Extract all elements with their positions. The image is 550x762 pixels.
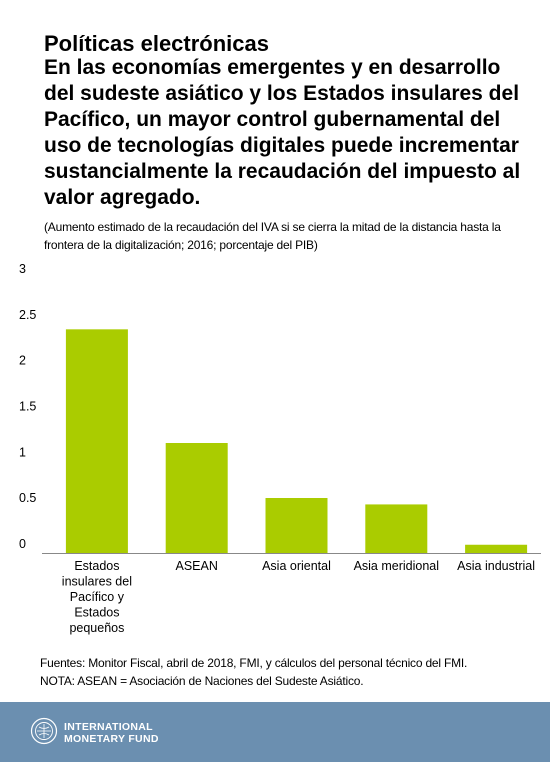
- chart-title: Políticas electrónicas: [44, 31, 269, 56]
- x-category-label: Asia oriental: [262, 559, 331, 573]
- y-tick-label: 1: [19, 445, 26, 459]
- y-tick-label: 0.5: [19, 491, 36, 505]
- chart-subtitle: En las economías emergentes y en desarro…: [44, 56, 521, 209]
- bar: [265, 498, 328, 553]
- y-tick-label: 0: [19, 537, 26, 551]
- imf-seal-icon: [30, 717, 58, 745]
- y-tick-label: 1.5: [19, 400, 36, 414]
- bar: [65, 329, 128, 553]
- imf-wordmark: INTERNATIONAL MONETARY FUND: [64, 721, 159, 745]
- chart-note: (Aumento estimado de la recaudación del …: [44, 220, 501, 252]
- bar-chart: 0 0.5 1 1.5 2 2.5 3 Estados insulares del Pacífic…: [19, 262, 541, 635]
- imf-wordmark-line1: INTERNATIONAL: [64, 721, 153, 733]
- y-tick-label: 3: [19, 262, 26, 276]
- y-tick-label: 2.5: [19, 308, 36, 322]
- y-tick-label: 2: [19, 354, 26, 368]
- imf-footer-band: INTERNATIONAL MONETARY FUND: [0, 702, 550, 762]
- imf-wordmark-line2: MONETARY FUND: [64, 733, 159, 745]
- bar: [165, 443, 228, 553]
- bar: [465, 544, 528, 553]
- nota-text: NOTA: ASEAN = Asociación de Naciones del…: [40, 674, 364, 688]
- x-category-label: ASEAN: [176, 559, 218, 573]
- x-category-label: Asia meridional: [354, 559, 439, 573]
- x-category-label: Estados insulares del Pacífico y Estados peq…: [62, 559, 132, 635]
- bar: [365, 504, 428, 553]
- x-category-label: Asia industrial: [457, 559, 535, 573]
- sources-text: Fuentes: Monitor Fiscal, abril de 2018, …: [40, 656, 468, 670]
- sources-block: Fuentes: Monitor Fiscal, abril de 2018, …: [40, 654, 540, 690]
